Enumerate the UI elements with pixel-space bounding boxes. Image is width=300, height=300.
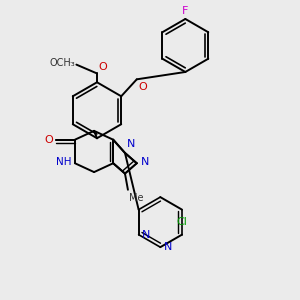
Text: F: F: [182, 6, 188, 16]
Text: N: N: [126, 139, 135, 148]
Text: O: O: [44, 135, 53, 145]
Text: O: O: [138, 82, 147, 92]
Text: methoxy: methoxy: [69, 62, 75, 63]
Text: OCH₃: OCH₃: [49, 58, 75, 68]
Text: Cl: Cl: [176, 217, 188, 227]
Text: N: N: [164, 242, 172, 252]
Text: Me: Me: [129, 193, 144, 203]
Text: O: O: [98, 62, 107, 72]
Text: N: N: [142, 230, 151, 240]
Text: N: N: [141, 157, 149, 167]
Text: NH: NH: [56, 157, 72, 167]
